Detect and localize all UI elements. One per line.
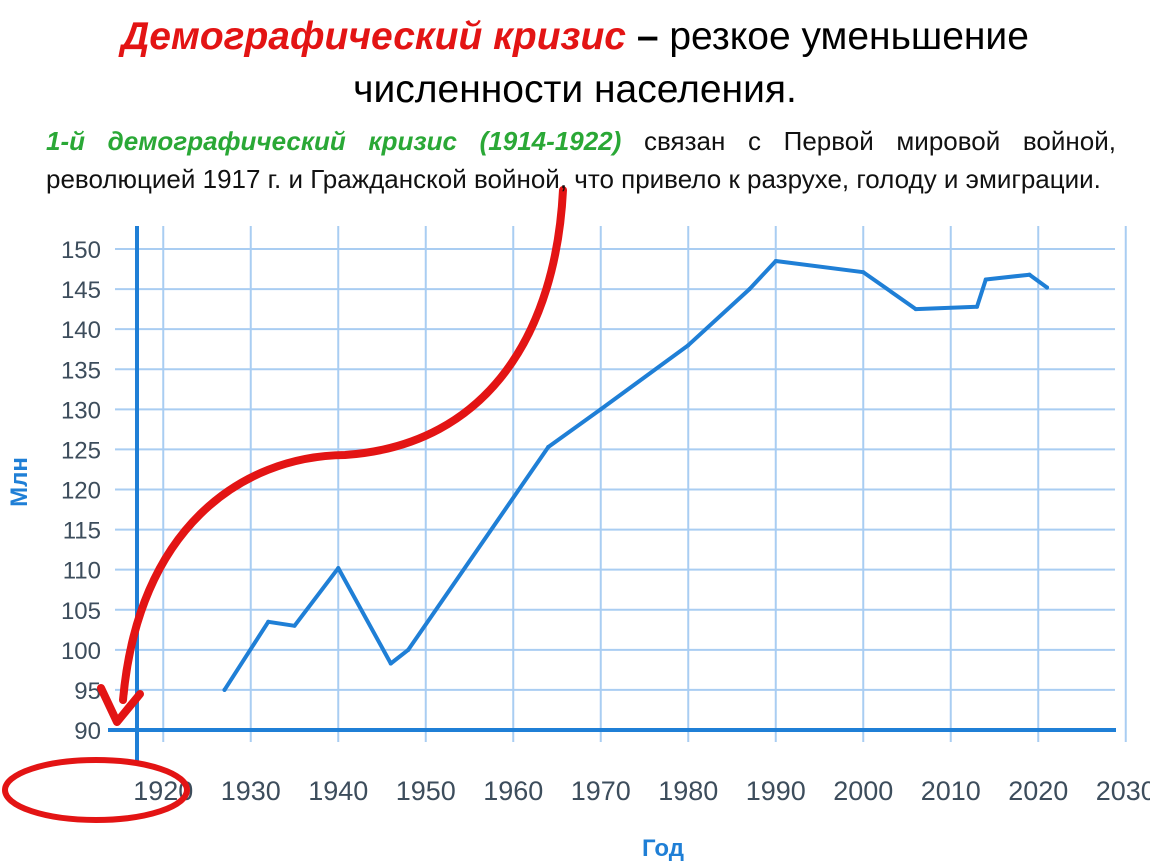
data-point-2000 (861, 270, 866, 275)
slide-title: Демографический кризис – резкое уменьшен… (0, 12, 1150, 115)
data-point-1990 (773, 259, 778, 264)
crisis-label: 1-й демографический кризис (1914-1922) (46, 126, 622, 156)
x-tick-1930: 1930 (221, 776, 281, 806)
y-tick-115: 115 (63, 518, 101, 545)
chart-grid (115, 226, 1127, 742)
chart-axes (108, 226, 1116, 762)
x-tick-1960: 1960 (483, 776, 543, 806)
y-tick-140: 140 (61, 317, 101, 344)
y-tick-100: 100 (61, 638, 101, 665)
data-point-1964 (546, 445, 551, 450)
x-tick-1940: 1940 (308, 776, 368, 806)
y-tick-130: 130 (61, 397, 101, 424)
data-point-2013 (975, 304, 979, 309)
data-point-1932 (266, 619, 271, 624)
y-tick-125: 125 (61, 437, 101, 464)
y-tick-150: 150 (61, 237, 101, 264)
x-axis-label: Год (642, 835, 684, 862)
title-definition-2: численности населения. (353, 68, 797, 111)
x-tick-2020: 2020 (1008, 776, 1068, 806)
title-definition-1: резкое уменьшение (669, 15, 1029, 58)
crisis-year-highlight (2, 757, 190, 823)
data-point-2014 (983, 277, 988, 282)
y-tick-135: 135 (61, 357, 101, 384)
x-tick-2000: 2000 (833, 776, 893, 806)
y-tick-110: 110 (63, 558, 101, 585)
data-point-1970 (598, 407, 603, 412)
y-axis-label: Млн (6, 457, 33, 507)
data-point-1935 (292, 623, 297, 628)
data-point-1927 (222, 687, 227, 692)
x-tick-2030: 2030 (1096, 776, 1150, 806)
crisis-arrow-head (97, 684, 144, 726)
crisis-description: связан с Первой мировой войной, революци… (46, 126, 1116, 194)
x-tick-1950: 1950 (396, 776, 456, 806)
data-point-2019 (1027, 272, 1032, 277)
crisis-note: 1-й демографический кризис (1914-1922) с… (46, 122, 1116, 198)
x-tick-1980: 1980 (658, 776, 718, 806)
x-tick-2010: 2010 (921, 776, 981, 806)
x-tick-1970: 1970 (571, 776, 631, 806)
x-tick-1990: 1990 (746, 776, 806, 806)
data-point-1987 (747, 287, 752, 292)
y-tick-105: 105 (61, 598, 101, 625)
title-term: Демографический кризис (121, 15, 626, 58)
data-point-1948 (406, 647, 411, 652)
series-line-0 (222, 259, 1049, 692)
data-point-1946 (388, 661, 393, 666)
crisis-arrow-line (119, 186, 567, 704)
y-tick-labels: 90 95 100 105 110 115 120 125 130 135 140 145 150 (61, 237, 101, 745)
y-tick-145: 145 (61, 277, 101, 304)
data-point-2006 (913, 307, 918, 312)
x-tick-labels: 1920 1930 1940 1950 1960 1970 1980 1990 2000 2010… (133, 776, 1150, 806)
data-point-1940 (336, 566, 341, 571)
population-series (222, 259, 1049, 692)
title-dash: – (636, 15, 659, 58)
crisis-annotation (2, 186, 567, 823)
y-tick-95: 95 (74, 678, 101, 705)
y-tick-90: 90 (74, 718, 101, 745)
data-point-2021 (1045, 285, 1049, 290)
data-point-1980 (686, 343, 691, 348)
y-tick-120: 120 (61, 478, 101, 505)
